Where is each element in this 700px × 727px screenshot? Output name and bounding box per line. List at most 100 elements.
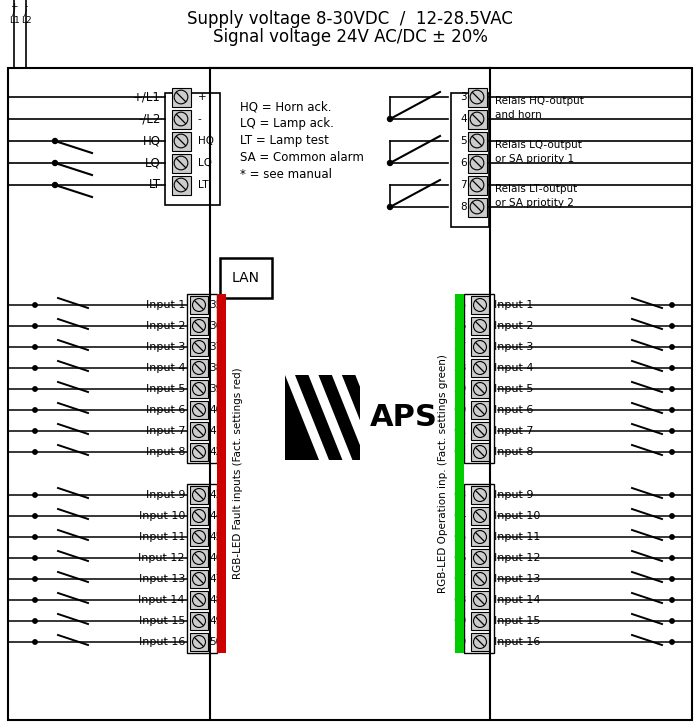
Circle shape: [473, 531, 486, 544]
Text: HQ: HQ: [143, 134, 161, 148]
Text: Input 14: Input 14: [494, 595, 540, 605]
Bar: [190, 612, 208, 630]
Text: LT: LT: [198, 180, 209, 190]
Text: 55: 55: [453, 300, 466, 310]
Circle shape: [33, 619, 37, 623]
Circle shape: [193, 593, 206, 606]
Bar: [172, 132, 190, 150]
Text: 3: 3: [460, 92, 467, 102]
Circle shape: [473, 382, 486, 395]
Text: Input 9: Input 9: [146, 490, 185, 500]
Circle shape: [174, 178, 188, 192]
Bar: [471, 380, 489, 398]
Text: 6: 6: [460, 158, 467, 168]
Text: Input 12: Input 12: [139, 553, 185, 563]
Text: Input 14: Input 14: [139, 595, 185, 605]
Bar: [468, 110, 486, 129]
Bar: [190, 338, 208, 356]
Text: Input 9: Input 9: [494, 490, 533, 500]
Text: Input 15: Input 15: [494, 616, 540, 626]
Text: 58: 58: [453, 363, 466, 373]
Text: Input 7: Input 7: [494, 426, 533, 436]
Bar: [471, 422, 489, 440]
Text: LT = Lamp test: LT = Lamp test: [240, 134, 329, 147]
Circle shape: [193, 403, 206, 417]
Circle shape: [33, 303, 37, 308]
Circle shape: [473, 425, 486, 438]
Bar: [220, 258, 272, 298]
Bar: [190, 507, 208, 525]
Text: Input 11: Input 11: [494, 532, 540, 542]
Bar: [471, 338, 489, 356]
Polygon shape: [356, 375, 399, 460]
Text: Input 1: Input 1: [494, 300, 533, 310]
Circle shape: [473, 446, 486, 459]
Text: 59: 59: [453, 384, 466, 394]
Polygon shape: [309, 375, 352, 460]
Circle shape: [193, 299, 206, 311]
Text: 42: 42: [209, 447, 223, 457]
Text: Relais LT-output
or SA priotity 2: Relais LT-output or SA priotity 2: [495, 185, 578, 208]
Text: LT: LT: [149, 179, 161, 191]
Bar: [190, 528, 208, 546]
Bar: [190, 401, 208, 419]
Circle shape: [52, 161, 57, 166]
Text: Input 16: Input 16: [494, 637, 540, 647]
Circle shape: [473, 403, 486, 417]
Polygon shape: [332, 375, 376, 460]
Circle shape: [193, 552, 206, 564]
Text: 5: 5: [460, 136, 467, 146]
Circle shape: [193, 446, 206, 459]
Circle shape: [670, 640, 674, 644]
Bar: [471, 443, 489, 461]
Circle shape: [33, 640, 37, 644]
Circle shape: [670, 598, 674, 602]
Circle shape: [33, 493, 37, 497]
Text: SA = Common alarm: SA = Common alarm: [240, 151, 364, 164]
Circle shape: [670, 303, 674, 308]
Bar: [190, 570, 208, 588]
Circle shape: [473, 340, 486, 353]
Circle shape: [670, 514, 674, 518]
Text: -: -: [198, 114, 202, 124]
Text: Input 4: Input 4: [494, 363, 533, 373]
Circle shape: [670, 429, 674, 433]
Text: 62: 62: [453, 447, 466, 457]
Bar: [190, 591, 208, 609]
Bar: [471, 633, 489, 651]
Text: Input 16: Input 16: [139, 637, 185, 647]
Text: Input 10: Input 10: [139, 511, 185, 521]
Circle shape: [473, 593, 486, 606]
Text: 56: 56: [453, 321, 466, 331]
Bar: [190, 443, 208, 461]
Circle shape: [33, 450, 37, 454]
Bar: [471, 612, 489, 630]
Bar: [464, 484, 494, 653]
Text: Input 6: Input 6: [146, 405, 185, 415]
Text: 63: 63: [453, 490, 466, 500]
Text: 41: 41: [209, 426, 223, 436]
Bar: [172, 175, 190, 195]
Circle shape: [473, 510, 486, 523]
Circle shape: [174, 156, 188, 170]
Circle shape: [473, 299, 486, 311]
Text: Supply voltage 8-30VDC  /  12-28.5VAC: Supply voltage 8-30VDC / 12-28.5VAC: [187, 10, 513, 28]
Circle shape: [670, 450, 674, 454]
Text: Input 15: Input 15: [139, 616, 185, 626]
Text: HQ = Horn ack.: HQ = Horn ack.: [240, 100, 332, 113]
Bar: [464, 294, 494, 463]
Text: RGB-LED Operation inp. (Fact. settings green): RGB-LED Operation inp. (Fact. settings g…: [438, 354, 448, 593]
Text: 38: 38: [209, 363, 223, 373]
Text: Input 5: Input 5: [494, 384, 533, 394]
Bar: [172, 110, 190, 129]
Circle shape: [473, 489, 486, 502]
Text: 67: 67: [453, 574, 466, 584]
Circle shape: [174, 134, 188, 148]
Circle shape: [670, 577, 674, 581]
Bar: [468, 153, 486, 172]
Text: +: +: [10, 2, 18, 11]
Polygon shape: [285, 375, 329, 460]
Bar: [172, 153, 190, 172]
Bar: [190, 633, 208, 651]
Bar: [172, 87, 190, 106]
